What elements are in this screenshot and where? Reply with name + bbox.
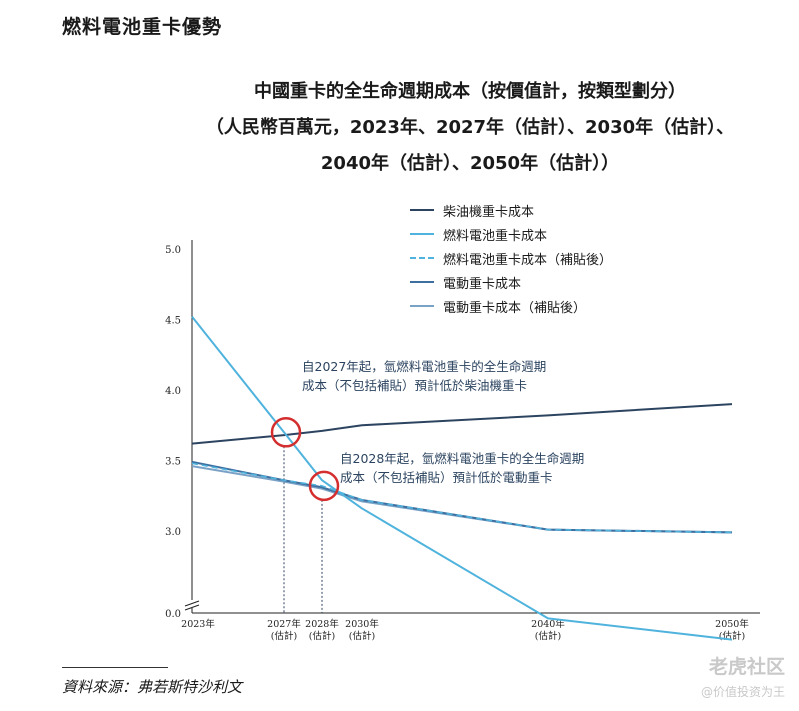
x-tick-label: (估計) — [719, 630, 745, 642]
annotation-2-line: 成本（不包括補貼）預計低於電動重卡 — [340, 470, 553, 485]
x-tick-label: (估計) — [535, 630, 561, 642]
legend-label-diesel: 柴油機重卡成本 — [443, 204, 535, 220]
chart-title-line-3: 2040年（估計）、2050年（估計）） — [320, 153, 620, 174]
chart-title-line-1: 中國重卡的全生命週期成本（按價值計，按類型劃分） — [254, 81, 686, 102]
watermark-sub: @价值投资为王 — [700, 685, 785, 699]
y-tick-label: 5.0 — [165, 245, 181, 256]
legend-label-electric-subsidy: 電動重卡成本（補貼後） — [443, 300, 587, 316]
legend-item-electric: 電動重卡成本 — [410, 270, 612, 294]
source-note: 資料來源：弗若斯特沙利文 — [62, 678, 243, 696]
legend-item-electric-subsidy: 電動重卡成本（補貼後） — [410, 294, 612, 318]
annotation-2-line: 自2028年起，氫燃料電池重卡的全生命週期 — [340, 451, 584, 466]
chart-title-line-2: （人民幣百萬元，2023年、2027年（估計）、2030年（估計）、 — [205, 117, 735, 138]
x-tick-label: 2050年 — [715, 618, 749, 630]
legend-swatch-electric — [410, 281, 434, 283]
x-tick-label: 2023年 — [181, 618, 215, 630]
section-title: 燃料電池重卡優勢 — [62, 16, 223, 38]
legend-swatch-diesel — [410, 209, 434, 211]
x-tick-label: 2028年 — [305, 618, 339, 630]
legend-swatch-fuel-cell — [410, 233, 434, 235]
series-line-0 — [191, 403, 733, 445]
y-tick-label: 4.5 — [165, 316, 181, 327]
y-tick-label: 3.5 — [165, 457, 181, 468]
axis-break-mark — [184, 604, 200, 611]
y-tick-label: 3.0 — [165, 527, 181, 538]
legend-label-electric: 電動重卡成本 — [443, 276, 522, 292]
axis-break-mark — [184, 600, 200, 607]
series-line-2 — [191, 462, 733, 534]
legend-swatch-electric-subsidy — [410, 305, 434, 307]
y-tick-label: 4.0 — [165, 386, 181, 397]
x-tick-label: 2040年 — [531, 618, 565, 630]
annotation-1-line: 自2027年起，氫燃料電池重卡的全生命週期 — [302, 359, 546, 374]
x-tick-label: (估計) — [349, 630, 375, 642]
y-tick-label: 0.0 — [165, 609, 181, 620]
chart-legend: 柴油機重卡成本 燃料電池重卡成本 燃料電池重卡成本（補貼後） 電動重卡成本 電動… — [410, 198, 612, 318]
legend-item-fuel-cell-subsidy: 燃料電池重卡成本（補貼後） — [410, 246, 612, 270]
watermark-main: 老虎社区 — [708, 656, 785, 678]
x-tick-label: (估計) — [309, 630, 335, 642]
watermark: 老虎社区 @价值投资为王 — [701, 652, 785, 700]
legend-item-fuel-cell: 燃料電池重卡成本 — [410, 222, 612, 246]
legend-label-fuel-cell-subsidy: 燃料電池重卡成本（補貼後） — [443, 252, 613, 268]
highlight-circle-1 — [270, 417, 302, 448]
x-tick-label: (估計) — [271, 630, 297, 642]
x-tick-label: 2027年 — [267, 618, 301, 630]
legend-label-fuel-cell: 燃料電池重卡成本 — [443, 228, 548, 244]
x-tick-label: 2030年 — [345, 618, 379, 630]
annotation-1-line: 成本（不包括補貼）預計低於柴油機重卡 — [302, 378, 527, 393]
highlight-circle-2 — [308, 470, 340, 502]
legend-item-diesel: 柴油機重卡成本 — [410, 198, 612, 222]
legend-swatch-fuel-cell-subsidy — [410, 257, 434, 259]
source-rule — [62, 667, 168, 668]
series-line-1 — [191, 316, 733, 641]
